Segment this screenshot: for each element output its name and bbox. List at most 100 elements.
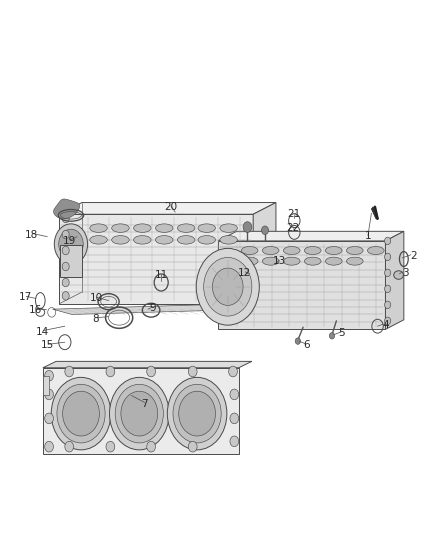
Ellipse shape (220, 224, 237, 232)
Ellipse shape (155, 224, 173, 232)
Ellipse shape (198, 236, 215, 244)
Circle shape (385, 285, 391, 293)
Ellipse shape (177, 224, 195, 232)
Ellipse shape (325, 246, 342, 255)
Ellipse shape (90, 236, 107, 244)
Circle shape (63, 391, 99, 436)
Circle shape (65, 441, 74, 452)
Circle shape (54, 224, 88, 264)
Ellipse shape (304, 257, 321, 265)
Polygon shape (59, 214, 253, 304)
Polygon shape (218, 241, 385, 329)
Circle shape (65, 366, 74, 377)
Circle shape (385, 317, 391, 325)
Ellipse shape (198, 224, 215, 232)
Circle shape (115, 384, 163, 443)
Circle shape (121, 391, 158, 436)
Ellipse shape (134, 236, 151, 244)
Text: 16: 16 (29, 305, 42, 315)
Circle shape (261, 226, 268, 235)
Ellipse shape (241, 246, 258, 255)
Ellipse shape (241, 257, 258, 265)
Circle shape (62, 230, 69, 239)
Circle shape (385, 269, 391, 277)
Circle shape (196, 248, 259, 325)
Circle shape (295, 338, 300, 344)
Polygon shape (60, 245, 82, 277)
Circle shape (62, 214, 69, 223)
Text: 17: 17 (19, 293, 32, 302)
Circle shape (229, 366, 237, 377)
Polygon shape (53, 303, 294, 314)
Ellipse shape (262, 257, 279, 265)
Text: 2: 2 (410, 251, 417, 261)
Ellipse shape (304, 246, 321, 255)
Circle shape (329, 333, 335, 339)
Polygon shape (59, 203, 276, 214)
Circle shape (62, 278, 69, 287)
Circle shape (167, 377, 227, 450)
Circle shape (230, 389, 239, 400)
Circle shape (51, 377, 111, 450)
Polygon shape (218, 231, 404, 241)
Text: 15: 15 (41, 341, 54, 350)
Text: 14: 14 (36, 327, 49, 336)
Polygon shape (371, 207, 378, 220)
Ellipse shape (177, 236, 195, 244)
Polygon shape (53, 199, 80, 219)
Ellipse shape (112, 236, 129, 244)
Text: 19: 19 (63, 236, 76, 246)
Circle shape (62, 292, 69, 300)
Circle shape (110, 377, 169, 450)
Text: 9: 9 (149, 303, 156, 313)
Text: 20: 20 (164, 202, 177, 212)
Circle shape (62, 246, 69, 255)
Text: 21: 21 (288, 209, 301, 219)
Circle shape (179, 391, 215, 436)
Circle shape (173, 384, 221, 443)
Ellipse shape (262, 246, 279, 255)
Circle shape (45, 441, 53, 452)
Circle shape (62, 262, 69, 271)
Ellipse shape (112, 224, 129, 232)
Polygon shape (253, 203, 276, 304)
Polygon shape (43, 361, 252, 368)
Text: 11: 11 (155, 270, 168, 280)
Ellipse shape (325, 257, 342, 265)
Text: 12: 12 (238, 268, 251, 278)
Circle shape (188, 441, 197, 452)
Circle shape (385, 253, 391, 261)
Ellipse shape (346, 257, 363, 265)
Circle shape (147, 366, 155, 377)
Ellipse shape (367, 246, 384, 255)
Ellipse shape (394, 271, 403, 279)
Circle shape (106, 441, 115, 452)
Ellipse shape (134, 224, 151, 232)
Ellipse shape (155, 236, 173, 244)
Circle shape (230, 436, 239, 447)
Ellipse shape (283, 246, 300, 255)
Text: 18: 18 (25, 230, 38, 239)
Circle shape (385, 301, 391, 309)
Text: 1: 1 (364, 231, 371, 240)
Text: 10: 10 (90, 294, 103, 303)
Circle shape (45, 370, 53, 381)
Circle shape (45, 413, 53, 424)
Circle shape (57, 384, 105, 443)
Circle shape (204, 257, 252, 316)
Circle shape (188, 366, 197, 377)
Text: 6: 6 (303, 341, 310, 350)
Polygon shape (43, 368, 239, 454)
Text: 13: 13 (273, 256, 286, 266)
Text: 4: 4 (382, 320, 389, 330)
Polygon shape (385, 231, 404, 329)
Circle shape (59, 229, 83, 259)
Ellipse shape (346, 246, 363, 255)
Text: 22: 22 (286, 223, 299, 233)
Circle shape (106, 366, 115, 377)
Text: 5: 5 (338, 328, 345, 338)
Circle shape (45, 389, 53, 400)
Circle shape (243, 222, 252, 232)
Text: 7: 7 (141, 399, 148, 409)
Circle shape (147, 441, 155, 452)
